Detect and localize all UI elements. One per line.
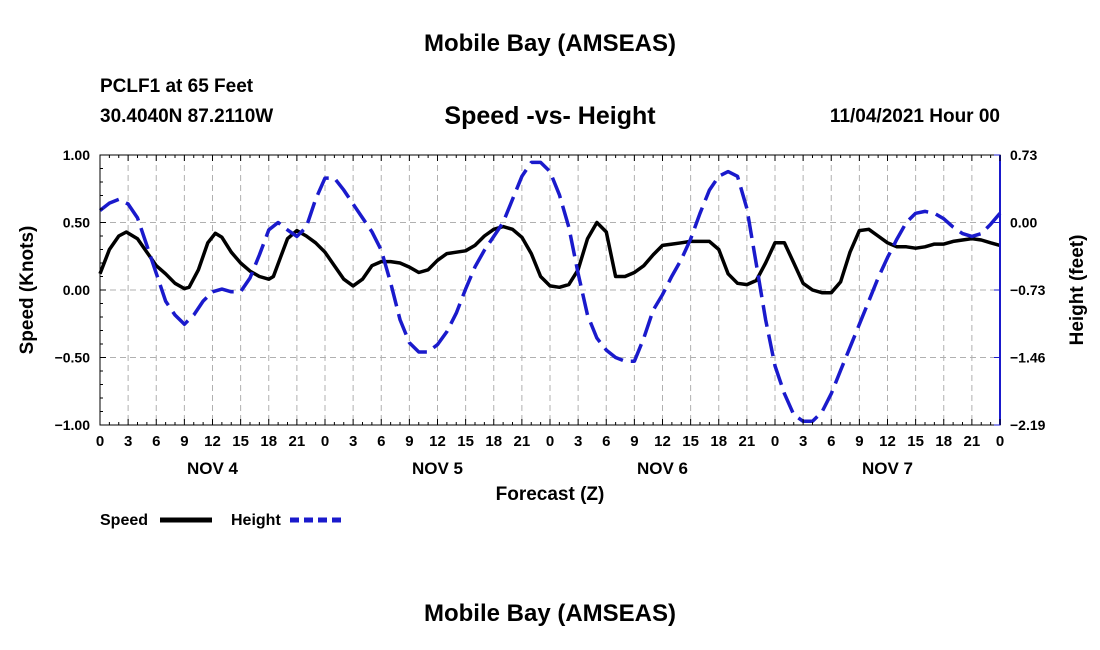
chart-subtitle: Speed -vs- Height — [444, 102, 656, 130]
y-tick-label-left: −1.00 — [55, 417, 91, 433]
chart-title: Mobile Bay (AMSEAS) — [423, 30, 677, 57]
legend: Speed Height — [100, 512, 342, 529]
x-tick-label: 12 — [654, 433, 671, 450]
x-tick-label: 9 — [630, 433, 638, 450]
legend-height-label: Height — [231, 512, 281, 529]
y-tick-label-left: 0.00 — [63, 282, 90, 298]
x-tick-label: 3 — [799, 433, 807, 450]
coordinates-label: 30.4040N 87.2110W — [100, 106, 274, 127]
x-tick-label: 3 — [349, 433, 357, 450]
ticks: 0 3 6 9 12 15 18 21 0 3 6 9 12 15 18 21 0 3 6 9 12 15 18 21 0 3 6 9… — [55, 147, 1046, 478]
x-tick-label: 15 — [457, 433, 474, 450]
x-tick-label: 9 — [405, 433, 413, 450]
x-tick-label: 0 — [546, 433, 554, 450]
x-tick-label: 6 — [827, 433, 835, 450]
grid — [100, 155, 1000, 425]
x-day-label: NOV 6 — [637, 459, 688, 478]
x-tick-label: 21 — [514, 433, 531, 450]
x-day-label: NOV 4 — [187, 459, 239, 478]
x-tick-label: 6 — [152, 433, 160, 450]
x-tick-label: 18 — [260, 433, 277, 450]
axis-labels: Forecast (Z) Speed (Knots) Height (feet) — [17, 226, 1088, 505]
x-tick-label: 18 — [710, 433, 727, 450]
x-tick-label: 0 — [996, 433, 1004, 450]
y-axis-title: Speed (Knots) — [17, 226, 38, 355]
x-tick-label: 0 — [96, 433, 104, 450]
series-layer — [98, 160, 1002, 424]
x-tick-label: 18 — [485, 433, 502, 450]
x-tick-label: 6 — [602, 433, 610, 450]
y-tick-label-right: −2.19 — [1010, 417, 1046, 433]
y-tick-label-left: 1.00 — [63, 147, 90, 163]
x-tick-label: 15 — [232, 433, 249, 450]
y-tick-label-right: −1.46 — [1010, 350, 1046, 366]
x-tick-label: 15 — [682, 433, 699, 450]
speed-series-line — [98, 220, 1001, 295]
x-tick-label: 12 — [879, 433, 896, 450]
x-tick-label: 3 — [574, 433, 582, 450]
x-tick-label: 21 — [289, 433, 306, 450]
y-tick-label-right: −0.73 — [1010, 282, 1046, 298]
x-tick-label: 15 — [907, 433, 924, 450]
x-tick-label: 0 — [321, 433, 329, 450]
legend-speed-label: Speed — [100, 512, 148, 529]
y-tick-label-right: 0.00 — [1010, 215, 1037, 231]
x-tick-label: 9 — [855, 433, 863, 450]
x-tick-label: 0 — [771, 433, 779, 450]
x-day-label: NOV 5 — [412, 459, 463, 478]
footer-title: Mobile Bay (AMSEAS) — [423, 600, 677, 627]
x-tick-label: 3 — [124, 433, 132, 450]
x-tick-label: 21 — [964, 433, 981, 450]
y-tick-label-left: −0.50 — [55, 350, 91, 366]
x-tick-label: 6 — [377, 433, 385, 450]
x-tick-label: 12 — [204, 433, 221, 450]
y-tick-label-left: 0.50 — [63, 215, 90, 231]
x-axis-title: Forecast (Z) — [496, 484, 605, 505]
y-axis-title-right: Height (feet) — [1067, 235, 1088, 346]
x-tick-label: 12 — [429, 433, 446, 450]
x-day-label: NOV 7 — [862, 459, 913, 478]
forecast-datetime: 11/04/2021 Hour 00 — [829, 106, 1000, 127]
x-tick-label: 9 — [180, 433, 188, 450]
station-label: PCLF1 at 65 Feet — [100, 76, 254, 97]
x-tick-label: 21 — [739, 433, 756, 450]
x-tick-label: 18 — [935, 433, 952, 450]
height-series-line — [98, 160, 1002, 424]
y-tick-label-right: 0.73 — [1010, 147, 1037, 163]
